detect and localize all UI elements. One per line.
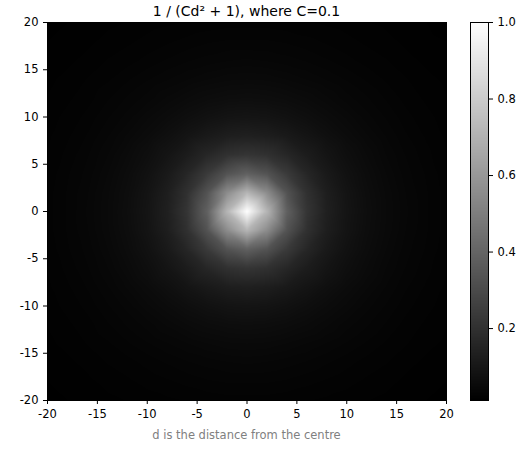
svg-text:0.2: 0.2 — [498, 321, 516, 335]
html-text:1 / (Cd² + 1), where C=0.1: 1 / (Cd² + 1), where C=0.1 — [152, 3, 341, 19]
svg-text:15: 15 — [389, 407, 404, 421]
svg-text:5: 5 — [293, 407, 300, 421]
svg-text:-15: -15 — [88, 407, 107, 421]
svg-text:20: 20 — [24, 15, 39, 29]
svg-text:15: 15 — [24, 62, 39, 76]
svg-text:20: 20 — [439, 407, 454, 421]
svg-text:-5: -5 — [27, 251, 38, 265]
svg-text:10: 10 — [24, 110, 39, 124]
svg-text:-20: -20 — [38, 407, 57, 421]
svg-text:0.4: 0.4 — [498, 245, 516, 259]
svg-text:-10: -10 — [20, 299, 39, 313]
svg-text:-15: -15 — [20, 346, 39, 360]
svg-text:5: 5 — [31, 157, 38, 171]
svg-text:-5: -5 — [191, 407, 202, 421]
html-text:d is the distance from the cen: d is the distance from the centre — [152, 428, 341, 442]
svg-text:0: 0 — [31, 204, 38, 218]
svg-text:0.6: 0.6 — [498, 168, 516, 182]
svg-text:1.0: 1.0 — [498, 15, 516, 29]
svg-text:0: 0 — [243, 407, 250, 421]
svg-text:-20: -20 — [20, 393, 39, 407]
svg-text:10: 10 — [339, 407, 354, 421]
svg-text:0.8: 0.8 — [498, 92, 516, 106]
svg-text:-10: -10 — [138, 407, 157, 421]
